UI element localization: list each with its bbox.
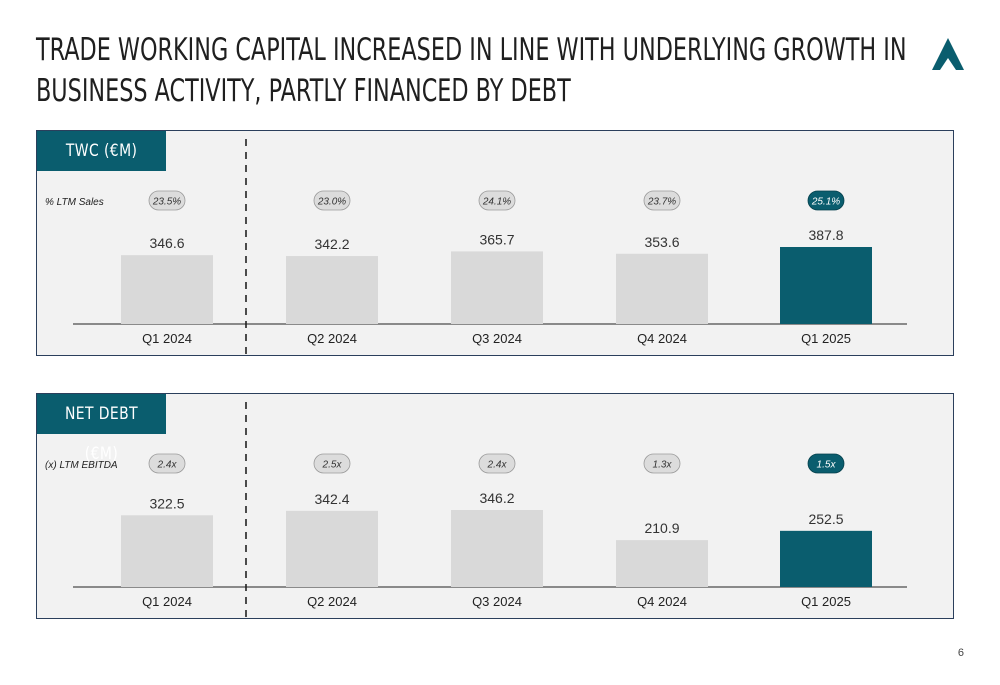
ratio-value-label: 25.1% bbox=[811, 197, 840, 208]
bar bbox=[121, 515, 213, 587]
twc-chart-title: TWC (€M) bbox=[37, 131, 166, 171]
x-tick-label: Q4 2024 bbox=[637, 594, 687, 609]
bar bbox=[451, 510, 543, 587]
bar bbox=[616, 540, 708, 587]
twc-bar-chart: % LTM Sales 23.5% 346.6 Q1 2024 23.0% 342.2 Q2… bbox=[45, 139, 907, 355]
bar-value-label: 252.5 bbox=[808, 511, 843, 527]
bar-value-label: 342.2 bbox=[314, 236, 349, 252]
ratio-value-label: 2.4x bbox=[487, 460, 508, 471]
bar bbox=[451, 251, 543, 324]
ratio-row-label: % LTM Sales bbox=[45, 197, 104, 208]
net-debt-chart-panel: NET DEBT (€M) (x) LTM EBITDA 2.4x 322.5 Q1 … bbox=[36, 393, 954, 619]
bar-value-label: 322.5 bbox=[149, 495, 184, 511]
ratio-pill bbox=[313, 190, 351, 211]
ratio-value-label: 2.4x bbox=[157, 460, 178, 471]
x-tick-label: Q1 2024 bbox=[142, 331, 192, 346]
ratio-pill bbox=[148, 453, 186, 474]
twc-chart-panel: TWC (€M) % LTM Sales 23.5% 346.6 Q1 2024 23.… bbox=[36, 130, 954, 356]
bar bbox=[121, 255, 213, 324]
x-tick-label: Q1 2024 bbox=[142, 594, 192, 609]
page-title: TRADE WORKING CAPITAL INCREASED IN LINE … bbox=[36, 32, 907, 109]
ratio-pill bbox=[643, 453, 681, 474]
ratio-value-label: 1.5x bbox=[817, 460, 837, 471]
bar bbox=[616, 253, 708, 324]
bar-value-label: 342.4 bbox=[314, 491, 349, 507]
bar-value-label: 387.8 bbox=[808, 227, 843, 243]
net-debt-chart-title: NET DEBT (€M) bbox=[37, 394, 166, 464]
ratio-pill bbox=[478, 453, 516, 474]
ratio-value-label: 23.7% bbox=[647, 197, 676, 208]
bar bbox=[286, 256, 378, 324]
ratio-value-label: 1.3x bbox=[653, 460, 673, 471]
mountain-peak-logo-icon bbox=[932, 38, 964, 70]
x-tick-label: Q2 2024 bbox=[307, 331, 357, 346]
ratio-pill bbox=[313, 453, 351, 474]
bar-value-label: 365.7 bbox=[479, 231, 514, 247]
bar-value-label: 210.9 bbox=[644, 520, 679, 536]
x-tick-label: Q3 2024 bbox=[472, 594, 522, 609]
ratio-pill bbox=[478, 190, 516, 211]
x-tick-label: Q1 2025 bbox=[801, 331, 851, 346]
bar-value-label: 353.6 bbox=[644, 234, 679, 250]
ratio-row-label: (x) LTM EBITDA bbox=[45, 460, 118, 471]
x-tick-label: Q2 2024 bbox=[307, 594, 357, 609]
bar bbox=[286, 510, 378, 587]
ratio-value-label: 2.5x bbox=[322, 460, 343, 471]
ratio-pill bbox=[807, 453, 845, 474]
ratio-pill bbox=[807, 190, 845, 211]
x-tick-label: Q3 2024 bbox=[472, 331, 522, 346]
net-debt-bar-chart: (x) LTM EBITDA 2.4x 322.5 Q1 2024 2.5x 342.4 Q… bbox=[45, 402, 907, 618]
x-tick-label: Q1 2025 bbox=[801, 594, 851, 609]
bar-value-label: 346.2 bbox=[479, 490, 514, 506]
bar-value-label: 346.6 bbox=[149, 235, 184, 251]
ratio-value-label: 23.5% bbox=[152, 197, 181, 208]
x-tick-label: Q4 2024 bbox=[637, 331, 687, 346]
bar bbox=[780, 530, 872, 587]
ratio-value-label: 24.1% bbox=[482, 197, 511, 208]
bar bbox=[780, 247, 872, 324]
ratio-value-label: 23.0% bbox=[317, 197, 346, 208]
ratio-pill bbox=[148, 190, 186, 211]
ratio-pill bbox=[643, 190, 681, 211]
page-number: 6 bbox=[957, 647, 964, 659]
